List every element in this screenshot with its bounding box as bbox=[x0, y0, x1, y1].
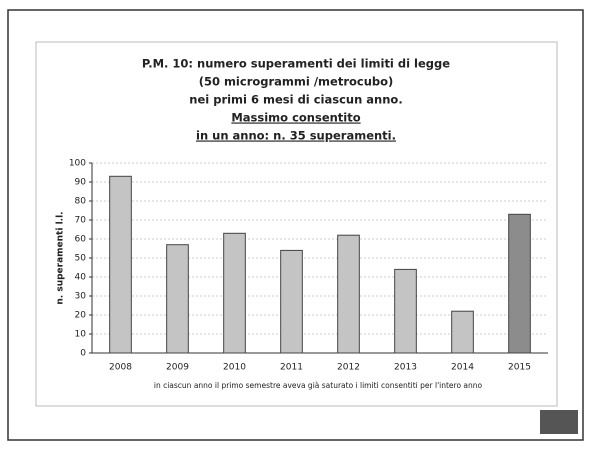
y-tick-label: 20 bbox=[75, 311, 87, 321]
y-tick-label: 90 bbox=[75, 178, 87, 188]
bar bbox=[167, 245, 189, 353]
y-tick-label: 80 bbox=[75, 197, 87, 207]
chart-title: nei primi 6 mesi di ciascun anno. bbox=[189, 93, 402, 107]
chart-title: (50 microgrammi /metrocubo) bbox=[199, 75, 394, 89]
bar bbox=[110, 176, 132, 353]
thumbnail-icon bbox=[540, 410, 578, 434]
chart-subtitle: in un anno: n. 35 superamenti. bbox=[196, 129, 396, 143]
x-tick-label: 2008 bbox=[109, 363, 132, 373]
bar bbox=[224, 233, 246, 353]
bar bbox=[452, 311, 474, 353]
y-axis-label: n. superamenti l.l. bbox=[56, 211, 66, 304]
x-tick-label: 2011 bbox=[280, 363, 303, 373]
bar bbox=[395, 269, 417, 353]
y-tick-label: 50 bbox=[75, 254, 87, 264]
x-tick-label: 2013 bbox=[394, 363, 417, 373]
bar bbox=[509, 214, 531, 353]
x-tick-label: 2009 bbox=[166, 363, 189, 373]
y-tick-label: 0 bbox=[80, 349, 86, 359]
y-tick-label: 70 bbox=[75, 216, 87, 226]
bar bbox=[281, 250, 303, 353]
x-tick-label: 2014 bbox=[451, 363, 474, 373]
y-tick-label: 100 bbox=[69, 159, 86, 169]
x-tick-label: 2010 bbox=[223, 363, 246, 373]
y-tick-label: 10 bbox=[75, 330, 87, 340]
x-tick-label: 2012 bbox=[337, 363, 360, 373]
y-tick-label: 60 bbox=[75, 235, 87, 245]
chart-subtitle: Massimo consentito bbox=[231, 111, 360, 125]
y-tick-label: 30 bbox=[75, 292, 87, 302]
bar bbox=[338, 235, 360, 353]
x-tick-label: 2015 bbox=[508, 363, 531, 373]
x-axis-note: in ciascun anno il primo semestre aveva … bbox=[154, 381, 483, 390]
y-tick-label: 40 bbox=[75, 273, 87, 283]
chart-title: P.M. 10: numero superamenti dei limiti d… bbox=[142, 57, 450, 71]
slide: n. superamenti l.l. in ciascun anno il p… bbox=[0, 0, 592, 448]
